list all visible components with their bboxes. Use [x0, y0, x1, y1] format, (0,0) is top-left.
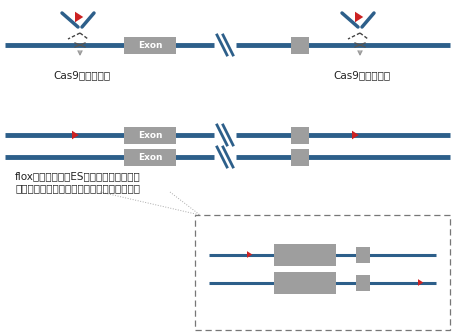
Bar	[291, 37, 309, 54]
Polygon shape	[355, 12, 363, 22]
Text: Cas9による切断: Cas9による切断	[53, 70, 111, 80]
Bar	[124, 127, 176, 143]
Polygon shape	[75, 12, 83, 22]
Text: Exon: Exon	[138, 152, 162, 161]
Text: Cas9による切断: Cas9による切断	[334, 70, 390, 80]
Polygon shape	[352, 131, 359, 139]
Polygon shape	[72, 131, 79, 139]
Text: Exon: Exon	[138, 131, 162, 139]
Polygon shape	[247, 251, 252, 258]
Bar	[291, 148, 309, 165]
Text: Exon: Exon	[138, 41, 162, 50]
Bar	[356, 247, 370, 263]
Text: （対立アリルに入ったクローンは除外する）: （対立アリルに入ったクローンは除外する）	[15, 183, 140, 193]
Text: floxアリルを持つES細胞クローンの取得: floxアリルを持つES細胞クローンの取得	[15, 171, 141, 181]
Bar	[124, 148, 176, 165]
Bar	[124, 37, 176, 54]
Bar	[356, 274, 370, 290]
Polygon shape	[418, 279, 423, 286]
Bar	[274, 271, 336, 293]
Bar	[274, 244, 336, 266]
Bar	[195, 215, 450, 330]
Bar	[291, 127, 309, 143]
